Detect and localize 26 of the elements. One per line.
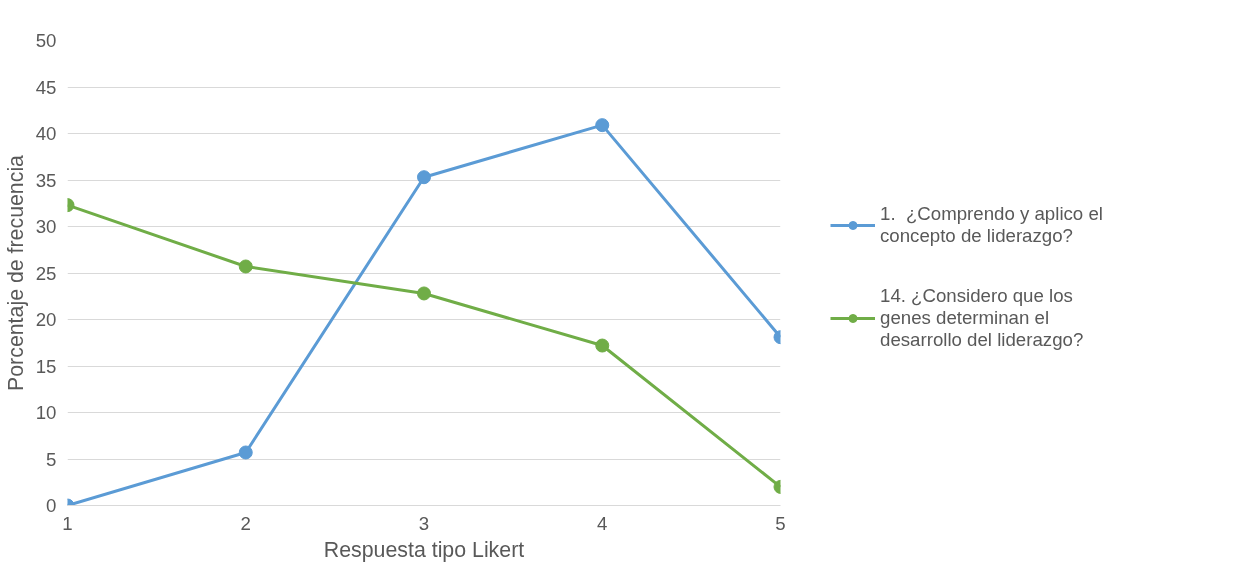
- point: [238, 445, 253, 460]
- x-axis-title: Respuesta tipo Likert: [323, 537, 525, 562]
- point: [417, 286, 431, 301]
- legend-label: 14. ¿Considero que los genes determinan el desarrollo del liderazgo?: [880, 284, 1084, 351]
- y-tick-label: 50: [35, 30, 57, 51]
- point: [595, 118, 610, 133]
- y-tick-label: 25: [35, 262, 57, 284]
- y-tick-label: 10: [35, 402, 57, 423]
- y-axis-title: Porcentaje de frecuencia: [3, 154, 28, 391]
- x-tick-label: 5: [775, 512, 786, 534]
- x-tick-label: 4: [597, 512, 608, 534]
- y-tick-label: 45: [35, 76, 57, 98]
- y-tick-label: 0: [46, 495, 57, 516]
- x-tick-label: 2: [240, 512, 251, 534]
- y-tick-label: 30: [35, 216, 57, 237]
- legend-label: 1. ¿Comprendo y aplico el concepto de liderazgo?: [880, 201, 1103, 248]
- point: [238, 259, 253, 274]
- y-tick-label: 5: [46, 448, 57, 470]
- point: [595, 338, 610, 353]
- y-tick-label: 15: [35, 355, 57, 377]
- y-tick-label: 35: [35, 169, 57, 191]
- x-tick-label: 3: [418, 512, 430, 534]
- point: [417, 170, 431, 185]
- y-tick-label: 20: [35, 309, 57, 330]
- y-tick-label: 40: [35, 123, 57, 144]
- x-tick-label: 1: [62, 512, 73, 534]
